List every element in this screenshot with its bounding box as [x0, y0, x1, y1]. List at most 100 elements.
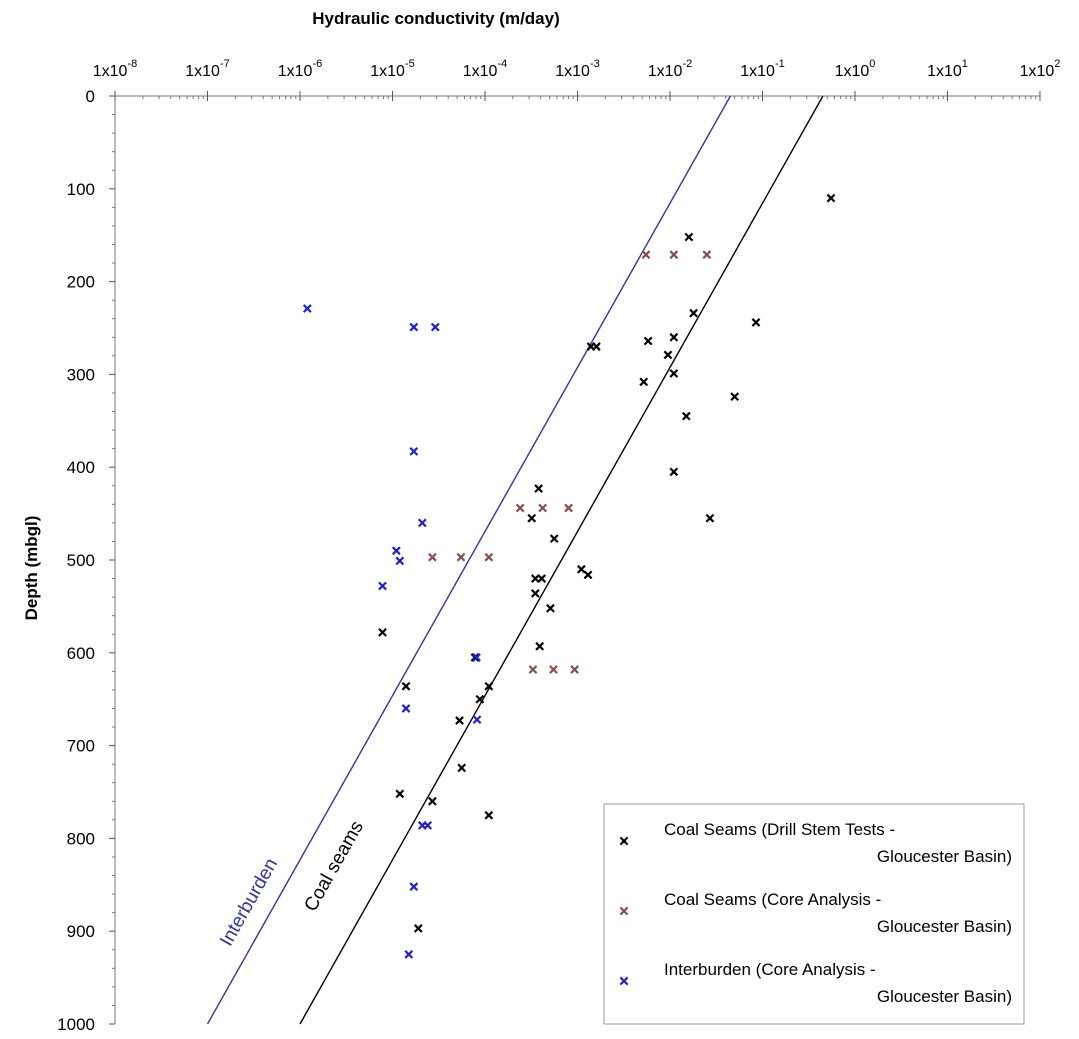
data-point — [669, 250, 679, 260]
x-tick-label: 1x10-4 — [463, 58, 507, 80]
trend-line-label: Coal seams — [300, 817, 368, 915]
data-point — [689, 308, 698, 318]
data-point — [663, 350, 673, 360]
data-point — [391, 546, 401, 556]
data-point — [401, 681, 411, 691]
data-point — [401, 704, 411, 713]
data-point — [576, 564, 586, 574]
data-point — [534, 484, 544, 493]
data-point — [428, 552, 437, 562]
y-tick-label: 200 — [67, 273, 95, 292]
data-point — [484, 810, 494, 820]
data-point — [455, 716, 464, 725]
y-tick-label: 700 — [67, 737, 95, 756]
y-tick-label: 300 — [67, 365, 95, 384]
x-tick-label: 1x10-3 — [555, 58, 599, 80]
data-point — [549, 534, 559, 544]
data-point — [409, 322, 419, 332]
data-point — [538, 503, 548, 513]
y-axis-title: Depth (mbgl) — [22, 516, 41, 621]
legend-marker — [619, 906, 629, 916]
data-point — [456, 552, 466, 562]
x-tick-label: 1x10-1 — [740, 58, 784, 80]
data-point — [472, 653, 481, 662]
legend-label: Interburden (Core Analysis - — [664, 960, 876, 979]
data-point — [537, 574, 547, 583]
data-point — [457, 763, 467, 773]
data-point — [515, 503, 525, 513]
data-point — [428, 796, 437, 806]
data-point — [669, 369, 679, 378]
data-point — [528, 665, 538, 674]
data-point — [378, 581, 387, 591]
data-point — [395, 789, 405, 799]
data-point — [417, 518, 427, 528]
legend-box — [603, 803, 1025, 1025]
data-point — [395, 556, 405, 566]
data-point — [643, 336, 653, 346]
y-tick-label: 0 — [86, 87, 95, 106]
x-tick-label: 1x10-6 — [278, 58, 322, 80]
legend-label: Gloucester Basin) — [877, 847, 1012, 866]
y-tick-label: 800 — [67, 829, 95, 848]
data-point — [530, 574, 540, 583]
data-point — [641, 250, 651, 260]
y-tick-label: 400 — [67, 458, 95, 477]
y-tick-labels: 0 100 200 300 400 500 600 700 800 900 1000 — [57, 87, 95, 1034]
data-point — [475, 694, 485, 704]
data-point — [592, 342, 601, 351]
data-point — [583, 570, 593, 580]
data-point — [564, 503, 573, 513]
x-tick-label: 1x10-5 — [370, 58, 414, 80]
data-point — [549, 665, 558, 674]
x-tick-label: 1x10-8 — [93, 58, 137, 80]
data-point — [826, 193, 836, 203]
legend-marker — [619, 976, 629, 986]
data-point — [404, 950, 414, 959]
x-tick-label: 1x100 — [835, 58, 876, 80]
data-point — [546, 603, 555, 613]
y-tick-label: 100 — [67, 180, 95, 199]
trend-line-label: Interburden — [216, 855, 282, 950]
data-point — [302, 304, 312, 313]
data-point — [409, 882, 419, 892]
x-tick-labels: 1x10-8 1x10-7 1x10-6 1x10-5 1x10-4 1x10-3 1x10… — [93, 58, 1061, 80]
data-point — [409, 447, 419, 456]
y-tick-label: 500 — [67, 551, 95, 570]
plot-axes — [109, 91, 1041, 1025]
legend-label: Coal Seams (Core Analysis - — [664, 890, 881, 909]
data-point — [669, 467, 679, 477]
data-point — [527, 513, 537, 523]
x-axis-title: Hydraulic conductivity (m/day) — [312, 9, 560, 28]
data-point — [639, 377, 649, 387]
x-tick-label: 1x102 — [1020, 58, 1061, 80]
data-point — [570, 665, 579, 674]
data-point — [423, 821, 433, 830]
y-tick-label: 600 — [67, 644, 95, 663]
data-point — [484, 552, 494, 562]
x-tick-label: 1x101 — [927, 58, 968, 80]
legend-marker — [619, 836, 629, 846]
data-point — [669, 332, 679, 342]
x-tick-label: 1x10-2 — [648, 58, 692, 80]
data-point — [751, 318, 761, 327]
data-point — [484, 681, 494, 691]
data-point — [702, 250, 712, 260]
y-tick-label: 900 — [67, 922, 95, 941]
data-point — [413, 924, 423, 933]
trend-line — [299, 95, 824, 1025]
data-point — [684, 232, 694, 242]
data-point — [530, 589, 540, 598]
legend-label: Coal Seams (Drill Stem Tests - — [664, 820, 895, 839]
legend: Coal Seams (Drill Stem Tests - Gloucester… — [603, 803, 1025, 1025]
data-point — [730, 392, 740, 402]
data-point — [472, 715, 482, 724]
y-tick-label: 1000 — [57, 1015, 95, 1034]
x-tick-label: 1x10-7 — [185, 58, 229, 80]
legend-label: Gloucester Basin) — [877, 987, 1012, 1006]
data-points — [302, 193, 836, 959]
data-point — [535, 641, 545, 651]
data-point — [430, 322, 440, 332]
data-point — [378, 628, 387, 637]
